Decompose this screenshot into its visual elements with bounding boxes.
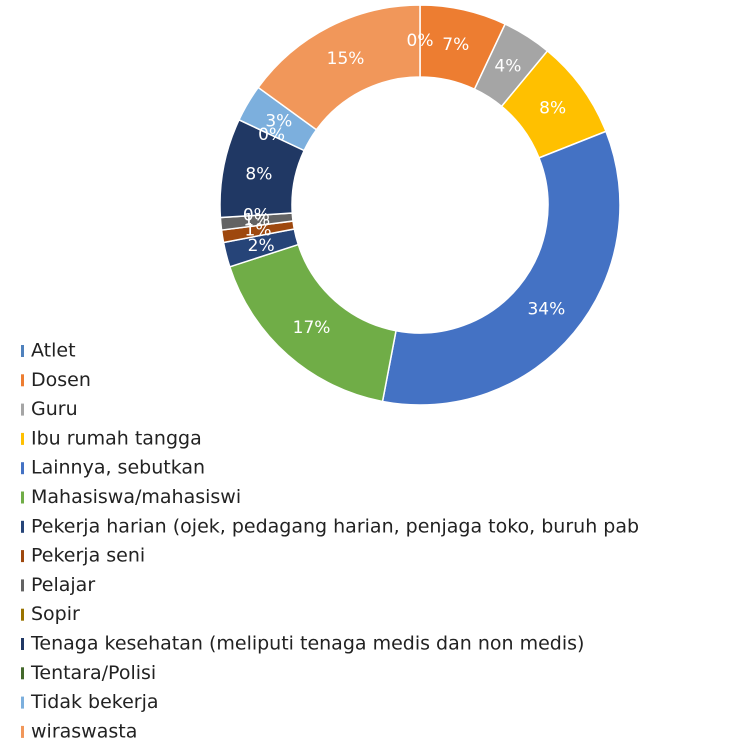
legend-marker bbox=[21, 638, 24, 650]
legend-marker bbox=[21, 345, 24, 357]
legend-label: Guru bbox=[31, 398, 78, 420]
legend-label: Mahasiswa/mahasiswi bbox=[31, 486, 241, 508]
data-label: 17% bbox=[293, 318, 331, 338]
legend-label: Tidak bekerja bbox=[30, 691, 159, 713]
legend-marker bbox=[21, 432, 24, 445]
legend-marker bbox=[21, 520, 24, 533]
data-label: 0% bbox=[407, 31, 434, 51]
data-label: 2% bbox=[248, 236, 275, 256]
legend-label: Ibu rumah tangga bbox=[31, 427, 202, 449]
legend-label: Tenaga kesehatan (meliputi tenaga medis … bbox=[30, 633, 584, 655]
legend-label: Pekerja harian (ojek, pedagang harian, p… bbox=[31, 515, 639, 537]
slice bbox=[381, 130, 621, 406]
legend-label: Tentara/Polisi bbox=[30, 662, 156, 684]
data-label: 15% bbox=[327, 49, 365, 69]
legend-label: wiraswasta bbox=[31, 720, 137, 742]
data-label: 8% bbox=[245, 164, 272, 184]
legend-marker bbox=[21, 696, 24, 709]
legend-marker bbox=[21, 491, 24, 504]
data-label: 1% bbox=[243, 210, 270, 230]
legend-marker bbox=[21, 725, 24, 738]
data-label: 0% bbox=[243, 205, 270, 225]
legend-marker bbox=[21, 462, 24, 475]
legend-marker bbox=[21, 550, 24, 563]
data-label: 7% bbox=[442, 35, 469, 55]
data-label: 0% bbox=[258, 125, 285, 145]
data-label: 34% bbox=[527, 300, 565, 320]
legend-label: Sopir bbox=[31, 603, 80, 625]
legend-marker bbox=[21, 403, 24, 416]
slice bbox=[257, 4, 421, 131]
legend-marker bbox=[21, 374, 24, 387]
data-label: 3% bbox=[265, 112, 292, 132]
legend-label: Pekerja seni bbox=[31, 545, 145, 567]
data-label: 4% bbox=[494, 57, 521, 77]
data-label: 1% bbox=[245, 221, 272, 241]
legend-label: Dosen bbox=[31, 369, 91, 391]
legend-marker bbox=[21, 667, 24, 680]
legend-label: Atlet bbox=[31, 340, 76, 362]
legend-marker bbox=[21, 608, 24, 621]
data-label: 8% bbox=[539, 99, 566, 119]
legend-label: Pelajar bbox=[31, 574, 95, 596]
legend-marker bbox=[21, 579, 24, 592]
legend-label: Lainnya, sebutkan bbox=[31, 457, 205, 479]
